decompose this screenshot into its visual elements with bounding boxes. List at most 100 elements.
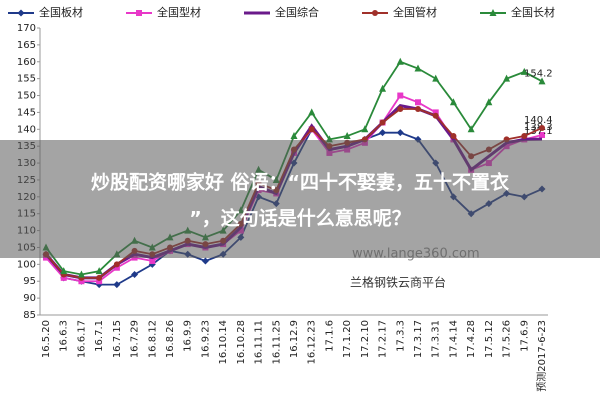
point — [396, 129, 404, 137]
point — [60, 274, 67, 281]
y-tick-label: 170 — [17, 23, 36, 34]
point — [449, 98, 457, 106]
x-tick-label: 17.6.9 — [519, 320, 530, 352]
y-tick-label: 150 — [17, 91, 36, 102]
x-tick-label: 16.8.26 — [165, 320, 176, 358]
x-tick-label: 16.9.9 — [183, 320, 194, 352]
point — [113, 261, 120, 268]
point — [308, 126, 315, 133]
banner-line: 炒股配资哪家好 俗语：“四十不娶妻，五十不置衣 — [91, 171, 509, 194]
x-tick-label: 16.12.9 — [289, 320, 300, 358]
point — [432, 109, 439, 116]
x-tick-label: 17.2.17 — [378, 320, 389, 358]
point — [361, 125, 369, 133]
banner — [0, 140, 600, 258]
point — [397, 106, 404, 113]
x-tick-label: 17.2.10 — [360, 320, 371, 358]
legend-marker — [17, 9, 25, 17]
point — [60, 267, 68, 275]
y-tick-label: 100 — [17, 259, 36, 270]
x-tick-label: 16.6.17 — [76, 320, 87, 358]
x-tick-label: 17.1.20 — [342, 320, 353, 358]
point — [485, 98, 493, 106]
x-tick-label: 16.10.28 — [236, 320, 247, 365]
x-tick-label: 16.12.23 — [307, 320, 318, 365]
point — [77, 270, 85, 278]
point — [96, 274, 103, 281]
legend: 全国板材 全国型材 全国综合 全国管材 全国长材 — [8, 5, 555, 19]
x-tick-label: 16.9.23 — [200, 320, 211, 358]
x-tick-label: 17.4.14 — [448, 320, 459, 358]
y-tick-label: 95 — [23, 276, 36, 287]
point — [467, 125, 475, 133]
x-tick-label: 16.11.11 — [254, 320, 265, 365]
point — [78, 278, 85, 285]
value-label: 154.2 — [524, 68, 553, 79]
point — [131, 270, 139, 278]
legend-label: 全国板材 — [39, 5, 83, 19]
point — [113, 281, 121, 289]
watermark-brand: 兰格钢铁云商平台 — [350, 275, 446, 290]
point — [379, 119, 386, 126]
x-tick-label: 17.5.26 — [502, 320, 513, 358]
y-tick-label: 155 — [17, 74, 36, 85]
x-tick-label: 16.5.20 — [41, 320, 52, 358]
point — [415, 106, 421, 113]
point — [149, 257, 156, 264]
x-tick-label: 16.6.3 — [59, 320, 70, 352]
legend-marker — [136, 10, 142, 16]
point — [539, 124, 545, 131]
y-tick-label: 165 — [17, 40, 36, 51]
x-tick-label: 16.7.29 — [130, 320, 141, 358]
value-label: 138.3 — [524, 122, 553, 133]
legend-label: 全国长材 — [511, 5, 555, 19]
x-tick-label: 16.10.14 — [218, 320, 229, 365]
point — [521, 133, 528, 140]
x-tick-label: 预测2017-6-23 — [535, 320, 548, 392]
point — [432, 74, 440, 82]
point — [450, 133, 457, 140]
x-tick-label: 16.7.1 — [94, 320, 105, 352]
point — [379, 129, 387, 137]
x-tick-label: 17.3.3 — [395, 320, 406, 352]
y-tick-label: 90 — [23, 293, 36, 304]
point — [96, 278, 103, 285]
point — [343, 132, 351, 140]
x-tick-label: 16.8.12 — [147, 320, 158, 358]
y-tick-label: 140 — [17, 124, 36, 135]
legend-marker — [489, 9, 497, 16]
legend-label: 全国管材 — [393, 5, 437, 19]
point — [397, 92, 404, 99]
point — [539, 132, 545, 139]
y-tick-label: 160 — [17, 57, 36, 68]
y-tick-label: 145 — [17, 107, 36, 118]
legend-label: 全国综合 — [275, 5, 319, 19]
x-tick-label: 17.5.12 — [484, 320, 495, 358]
point — [396, 57, 404, 65]
point — [520, 67, 528, 75]
point — [432, 112, 439, 119]
x-tick-label: 17.1.6 — [324, 320, 335, 352]
point — [415, 99, 421, 106]
x-tick-label: 17.3.17 — [413, 320, 424, 358]
legend-marker — [372, 10, 378, 16]
point — [379, 84, 387, 92]
point — [290, 132, 298, 140]
point — [95, 267, 103, 275]
point — [201, 257, 209, 265]
point — [414, 64, 422, 72]
banner-line: ”，这句话是什么意思呢？ — [189, 207, 411, 230]
x-tick-label: 17.3.31 — [431, 320, 442, 358]
legend-label: 全国型材 — [157, 5, 201, 19]
x-tick-label: 16.11.25 — [271, 320, 282, 365]
value-label: 137.1 — [524, 126, 553, 137]
point — [538, 77, 546, 85]
x-tick-label: 17.4.28 — [466, 320, 477, 358]
x-tick-label: 16.7.15 — [112, 320, 123, 358]
point — [113, 264, 120, 271]
y-tick-label: 85 — [23, 310, 36, 321]
value-label: 140.4 — [524, 115, 553, 126]
point — [503, 74, 511, 82]
point — [308, 108, 316, 116]
